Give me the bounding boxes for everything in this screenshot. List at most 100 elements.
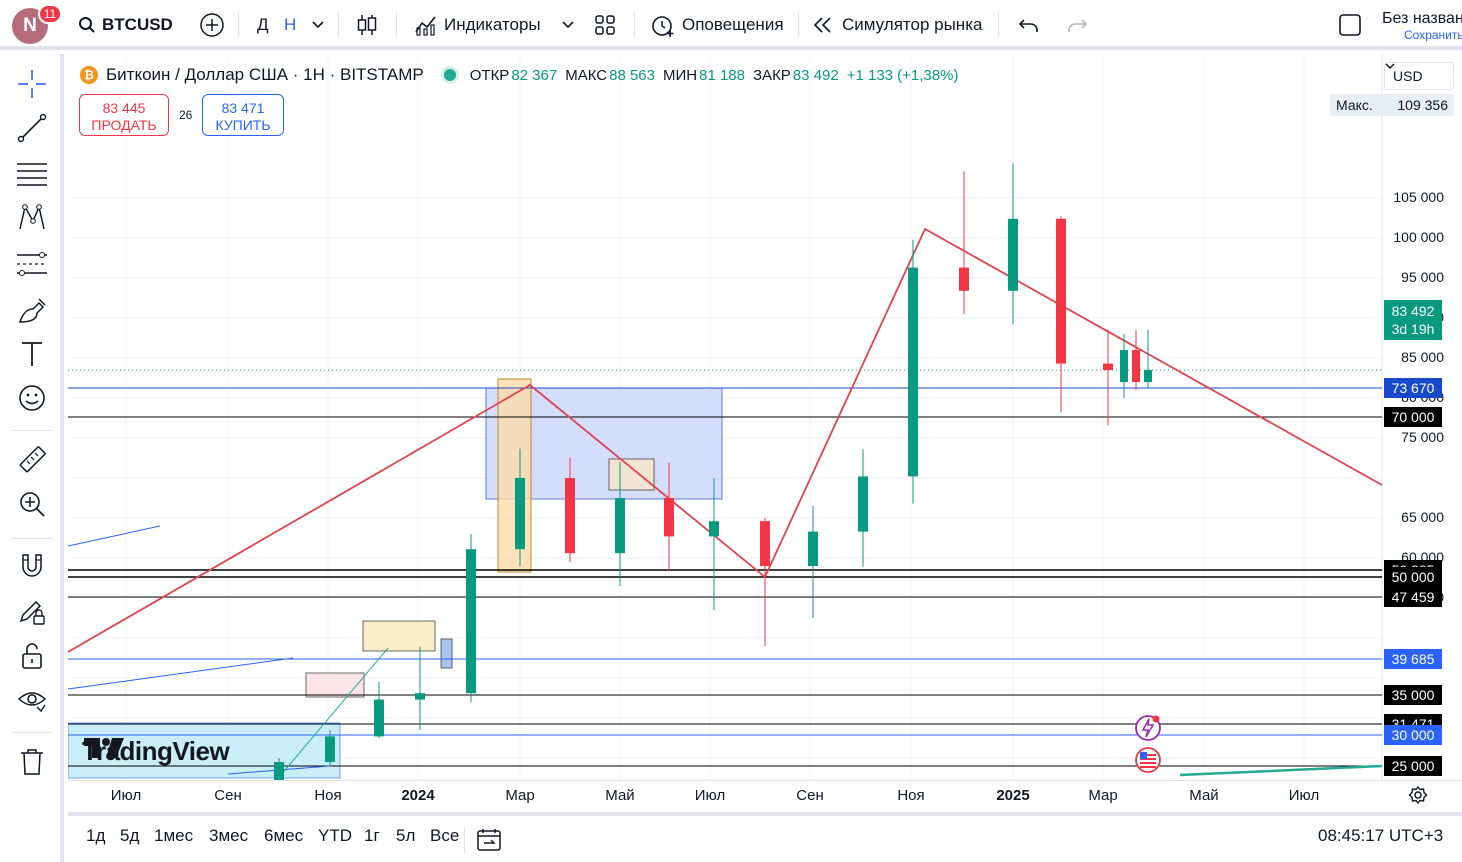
price-chart[interactable] xyxy=(68,54,1462,780)
candle-body xyxy=(466,549,476,694)
candle-body xyxy=(1144,370,1152,382)
toolbar-divider xyxy=(998,12,999,38)
price-tick-label: 100 000 xyxy=(1393,229,1444,245)
trash-icon xyxy=(21,749,43,775)
tradingview-watermark[interactable]: TradingView xyxy=(82,736,230,767)
candle-body xyxy=(664,498,674,537)
range-button[interactable]: Все xyxy=(430,826,460,845)
crosshair-icon xyxy=(18,70,46,98)
toolbar-divider xyxy=(12,732,52,733)
candle-body xyxy=(1132,350,1140,382)
interval-week-button[interactable]: Н xyxy=(284,0,296,50)
close-value: 83 492 xyxy=(792,66,839,84)
time-tick-label: Ноя xyxy=(897,787,925,804)
sell-label: ПРОДАТЬ xyxy=(91,117,157,133)
text-tool[interactable] xyxy=(12,336,52,372)
trend-line xyxy=(1179,764,1383,777)
layouts-button[interactable] xyxy=(594,0,616,50)
redo-button[interactable] xyxy=(1066,0,1088,50)
range-button[interactable]: 6мес xyxy=(264,826,304,845)
hide-drawings[interactable] xyxy=(12,682,52,718)
eye-icon xyxy=(17,692,47,713)
time-tick-label: Июл xyxy=(110,787,142,804)
interval-day-button[interactable]: Д xyxy=(257,0,269,50)
crosshair-tool[interactable] xyxy=(12,66,52,102)
candle-body xyxy=(374,699,384,737)
pattern-box xyxy=(305,672,365,698)
candle-body xyxy=(565,478,575,554)
unlock-icon xyxy=(22,643,42,669)
magnet-tool[interactable] xyxy=(12,548,52,584)
low-label: МИН xyxy=(663,66,698,84)
lock-drawings[interactable] xyxy=(12,638,52,674)
sell-price: 83 445 xyxy=(102,100,146,116)
pattern-icon xyxy=(19,204,45,230)
layout-name[interactable]: Без назван xyxy=(1382,10,1462,27)
time-tick-label: Мар xyxy=(1088,787,1118,804)
time-tick-label: Июл xyxy=(694,787,726,804)
currency-selector[interactable]: USD xyxy=(1384,62,1454,90)
range-button[interactable]: 5д xyxy=(120,826,140,845)
market-status-icon[interactable] xyxy=(443,69,456,81)
buy-price: 83 471 xyxy=(221,100,265,116)
replay-button[interactable]: Симулятор рынка xyxy=(812,0,982,50)
chevron-down-icon xyxy=(1385,63,1395,70)
range-button[interactable]: YTD xyxy=(318,826,352,845)
chart-settings-button[interactable] xyxy=(1408,785,1428,810)
symbol-search-button[interactable]: BTCUSD xyxy=(78,0,173,50)
candle-body xyxy=(808,531,818,566)
trend-line-icon xyxy=(17,113,47,143)
remove-drawings[interactable] xyxy=(12,744,52,780)
candle-body xyxy=(274,762,284,780)
layout-checkbox[interactable] xyxy=(1338,0,1362,50)
indicators-dropdown[interactable] xyxy=(562,0,574,50)
range-button[interactable]: 1мес xyxy=(154,826,194,845)
replay-label: Симулятор рынка xyxy=(842,15,983,34)
clock[interactable]: 08:45:17 UTC+3 xyxy=(1318,826,1444,845)
interval-week-label: Н xyxy=(284,15,297,34)
emoji-tool[interactable] xyxy=(12,380,52,416)
forecast-tool[interactable] xyxy=(12,246,52,282)
range-button[interactable]: 1д xyxy=(86,826,106,845)
sell-button[interactable]: 83 445 ПРОДАТЬ xyxy=(79,94,169,136)
buy-label: КУПИТЬ xyxy=(215,117,271,133)
pattern-tool[interactable] xyxy=(12,200,52,236)
range-button[interactable]: 1г xyxy=(364,826,380,845)
trend-line-tool[interactable] xyxy=(12,110,52,146)
pattern-box xyxy=(608,458,655,491)
zoom-tool[interactable] xyxy=(12,486,52,522)
symbol-title[interactable]: Биткоин / Доллар США · 1Н · BITSTAMP xyxy=(106,65,424,84)
brush-tool[interactable] xyxy=(12,292,52,328)
high-label: МАКС xyxy=(565,66,608,84)
alarm-clock-icon xyxy=(652,16,674,37)
time-tick-label: Сен xyxy=(796,787,824,804)
toolbar-divider xyxy=(396,12,397,38)
compare-symbol-button[interactable] xyxy=(199,0,225,50)
stay-in-drawing-mode[interactable] xyxy=(12,594,52,630)
indicators-button[interactable]: Индикаторы xyxy=(414,0,541,50)
buy-button[interactable]: 83 471 КУПИТЬ xyxy=(202,94,284,136)
smiley-icon xyxy=(19,385,45,411)
time-scale[interactable]: Июл Сен Ноя 2024 Мар Май Июл Сен Ноя 2025 Мар Май Ию… xyxy=(68,780,1462,810)
interval-dropdown[interactable] xyxy=(312,0,324,50)
range-button[interactable]: 3мес xyxy=(209,826,249,845)
undo-button[interactable] xyxy=(1018,0,1040,50)
measure-tool[interactable] xyxy=(12,442,52,478)
save-status[interactable]: Сохранить xyxy=(1404,28,1462,42)
candle-body xyxy=(325,736,335,762)
level-price-badge: 47 459 xyxy=(1384,587,1442,607)
grid-layout-icon xyxy=(595,15,615,35)
chart-type-button[interactable] xyxy=(356,0,378,50)
candle-body xyxy=(709,521,719,537)
change-value: +1 133 (+1,38%) xyxy=(846,66,959,84)
price-tick-label: 105 000 xyxy=(1393,189,1444,205)
chart-pane[interactable]: ₿ Биткоин / Доллар США · 1Н · BITSTAMP О… xyxy=(68,54,1462,780)
pattern-box xyxy=(362,620,436,652)
date-range-button[interactable] xyxy=(476,828,502,857)
fib-tool[interactable] xyxy=(12,156,52,192)
toolbar-divider xyxy=(634,12,635,38)
alerts-button[interactable]: Оповещения xyxy=(650,0,784,50)
toolbar-divider xyxy=(12,538,52,539)
level-price-badge: 39 685 xyxy=(1384,649,1442,669)
range-button[interactable]: 5л xyxy=(396,826,416,845)
